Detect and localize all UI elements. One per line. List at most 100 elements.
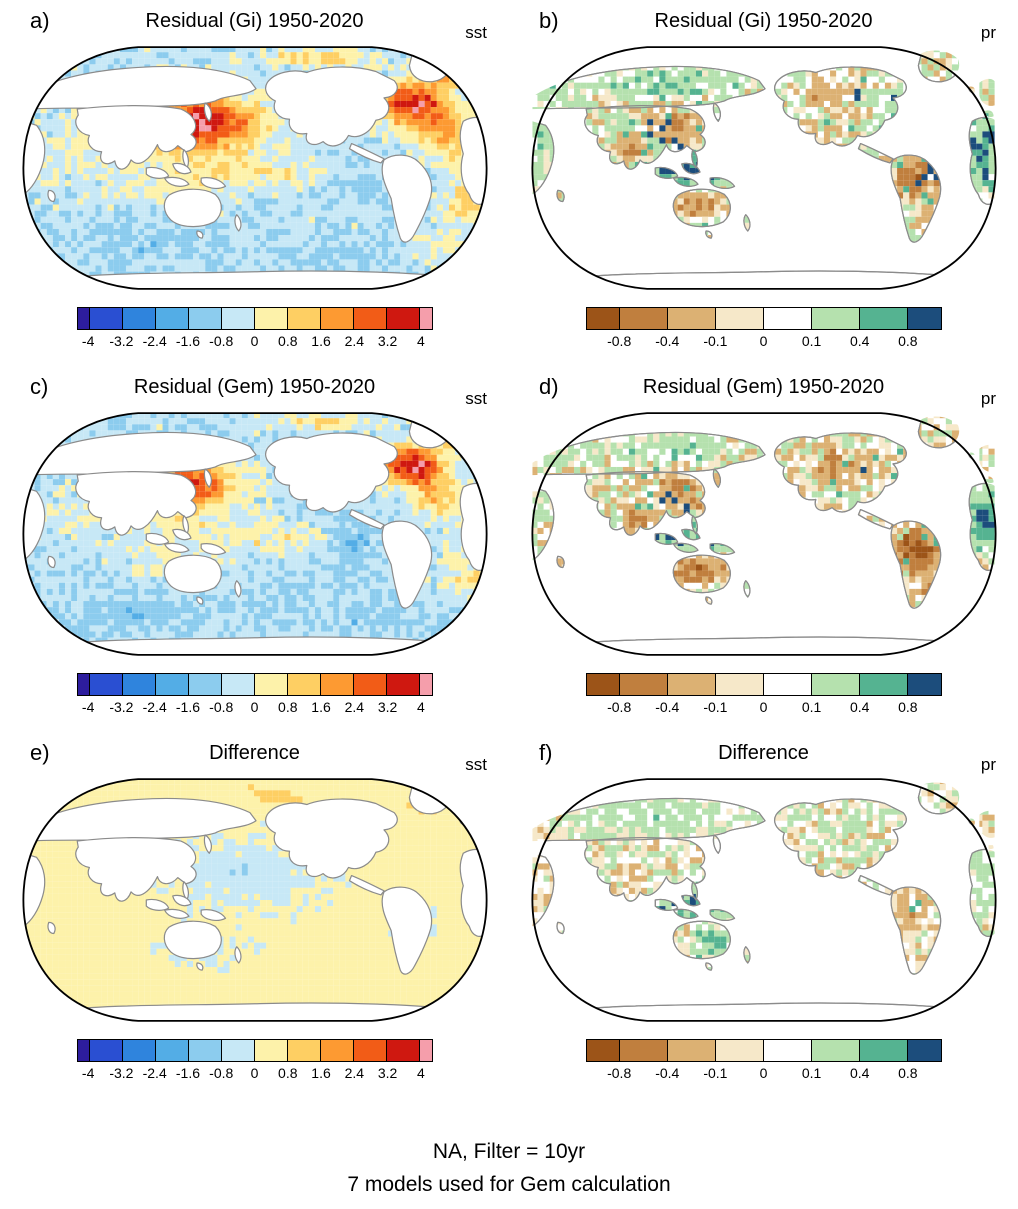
world-map-c bbox=[16, 406, 494, 667]
caption-line-2: 7 models used for Gem calculation bbox=[347, 1172, 671, 1196]
colorbar-cell bbox=[89, 674, 123, 695]
colorbar-cell bbox=[716, 308, 764, 329]
colorbar-cell bbox=[77, 1040, 90, 1061]
world-map-a bbox=[16, 40, 494, 301]
colorbar-tick: 0.8 bbox=[278, 1065, 298, 1081]
colorbar-cells bbox=[76, 1039, 433, 1062]
world-map bbox=[21, 778, 488, 1022]
colorbar-cell bbox=[387, 1040, 421, 1061]
colorbar-cell bbox=[668, 674, 717, 695]
colorbar-cell bbox=[907, 1040, 941, 1061]
world-map bbox=[530, 778, 997, 1022]
colorbar-cell bbox=[221, 674, 256, 695]
colorbar-tick: -0.1 bbox=[703, 1065, 728, 1081]
colorbar-tick: 0 bbox=[759, 699, 768, 715]
colorbar-cell bbox=[321, 308, 355, 329]
colorbar-tick: 0 bbox=[759, 1065, 768, 1081]
colorbar-cells bbox=[585, 1039, 942, 1062]
panel-variable-label: pr bbox=[980, 23, 996, 42]
colorbar-tick: -0.4 bbox=[655, 333, 680, 349]
colorbar-cell bbox=[155, 308, 189, 329]
colorbar-cell bbox=[586, 308, 621, 329]
colorbar-cell bbox=[89, 308, 123, 329]
colorbar-cell bbox=[859, 1040, 908, 1061]
colorbar-tick: 3.2 bbox=[377, 1065, 398, 1081]
colorbar-tick: 0 bbox=[250, 1065, 259, 1081]
colorbar-d: -0.8 -0.4 -0.1 0 0.1 0.4 0.8 bbox=[585, 673, 942, 716]
colorbar-cells bbox=[585, 673, 942, 696]
colorbar-tick: 0.8 bbox=[898, 699, 918, 715]
panel-variable-label: sst bbox=[465, 23, 487, 42]
colorbar-cell bbox=[668, 1040, 717, 1061]
colorbar-cells bbox=[76, 673, 433, 696]
colorbar-f: -0.8 -0.4 -0.1 0 0.1 0.4 0.8 bbox=[585, 1039, 942, 1082]
panel-e: e) Difference sst -4 -3.2 -2.4 -1.6 -0.8 0 0.8… bbox=[0, 740, 509, 1106]
colorbar-cell bbox=[89, 1040, 123, 1061]
world-map-e bbox=[16, 772, 494, 1033]
panel-letter: c) bbox=[30, 374, 49, 399]
colorbar-tick: -2.4 bbox=[142, 699, 167, 715]
colorbar-tick: 4 bbox=[416, 1065, 425, 1081]
colorbar-a: -4 -3.2 -2.4 -1.6 -0.8 0 0.8 1.6 2.4 3.2 4 bbox=[76, 307, 433, 350]
colorbar-tick: -0.1 bbox=[703, 699, 728, 715]
colorbar-cell bbox=[716, 674, 764, 695]
colorbar-cell bbox=[255, 674, 289, 695]
colorbar-tick: 0.8 bbox=[278, 699, 298, 715]
colorbar-cell bbox=[188, 308, 222, 329]
colorbar-cell bbox=[764, 1040, 812, 1061]
colorbar-cell bbox=[811, 1040, 860, 1061]
colorbar-tick: -0.8 bbox=[607, 1065, 632, 1081]
panel-d-header: d) Residual (Gem) 1950-2020 pr bbox=[509, 374, 1018, 408]
panel-letter: e) bbox=[30, 740, 50, 765]
colorbar-tick: -3.2 bbox=[109, 1065, 134, 1081]
colorbar-tick: 0.8 bbox=[898, 333, 918, 349]
colorbar-cell bbox=[859, 674, 908, 695]
panel-variable-label: sst bbox=[465, 389, 487, 408]
world-map bbox=[21, 412, 488, 656]
colorbar-tick: 0.8 bbox=[898, 1065, 918, 1081]
colorbar-cell bbox=[155, 674, 189, 695]
colorbar-ticks: -4 -3.2 -2.4 -1.6 -0.8 0 0.8 1.6 2.4 3.2 4 bbox=[77, 696, 433, 716]
colorbar-cell bbox=[420, 308, 432, 329]
colorbar-cell bbox=[620, 674, 669, 695]
panel-letter: d) bbox=[539, 374, 559, 399]
colorbar-cell bbox=[387, 308, 421, 329]
colorbar-tick: -4 bbox=[81, 1065, 95, 1081]
colorbar-cell bbox=[221, 1040, 256, 1061]
colorbar-tick: 0.8 bbox=[278, 333, 298, 349]
colorbar-tick: 0.4 bbox=[849, 1065, 870, 1081]
panel-grid: a) Residual (Gi) 1950-2020 sst -4 -3.2 -2.… bbox=[0, 8, 1018, 1106]
colorbar-cell bbox=[77, 308, 90, 329]
colorbar-tick: 1.6 bbox=[311, 699, 331, 715]
world-map-f bbox=[525, 772, 1003, 1033]
colorbar-cell bbox=[387, 674, 421, 695]
caption-line-1: NA, Filter = 10yr bbox=[432, 1140, 586, 1163]
panel-variable-label: sst bbox=[465, 755, 487, 774]
colorbar-cells bbox=[585, 307, 942, 330]
panel-c-header: c) Residual (Gem) 1950-2020 sst bbox=[0, 374, 509, 408]
colorbar-cell bbox=[354, 674, 388, 695]
colorbar-ticks: -0.8 -0.4 -0.1 0 0.1 0.4 0.8 bbox=[586, 1062, 942, 1082]
panel-title: Residual (Gem) 1950-2020 bbox=[133, 376, 376, 398]
panel-e-header: e) Difference sst bbox=[0, 740, 509, 774]
colorbar-ticks: -4 -3.2 -2.4 -1.6 -0.8 0 0.8 1.6 2.4 3.2 4 bbox=[77, 1062, 433, 1082]
colorbar-cell bbox=[811, 308, 860, 329]
panel-a: a) Residual (Gi) 1950-2020 sst -4 -3.2 -2.… bbox=[0, 8, 509, 374]
panel-letter: b) bbox=[539, 8, 559, 33]
colorbar-tick: -0.8 bbox=[209, 333, 234, 349]
colorbar-cell bbox=[321, 674, 355, 695]
world-map-b bbox=[525, 40, 1003, 301]
colorbar-tick: -0.4 bbox=[655, 1065, 680, 1081]
colorbar-ticks: -4 -3.2 -2.4 -1.6 -0.8 0 0.8 1.6 2.4 3.2 4 bbox=[77, 330, 433, 350]
panel-b-header: b) Residual (Gi) 1950-2020 pr bbox=[509, 8, 1018, 42]
colorbar-cell bbox=[188, 1040, 222, 1061]
colorbar-cell bbox=[668, 308, 717, 329]
colorbar-tick: -0.4 bbox=[655, 699, 680, 715]
panel-c: c) Residual (Gem) 1950-2020 sst -4 -3.2 -2… bbox=[0, 374, 509, 740]
colorbar-tick: 4 bbox=[416, 333, 425, 349]
colorbar-cell bbox=[122, 308, 156, 329]
colorbar-tick: 0.1 bbox=[801, 699, 822, 715]
colorbar-ticks: -0.8 -0.4 -0.1 0 0.1 0.4 0.8 bbox=[586, 330, 942, 350]
colorbar-cell bbox=[420, 674, 432, 695]
